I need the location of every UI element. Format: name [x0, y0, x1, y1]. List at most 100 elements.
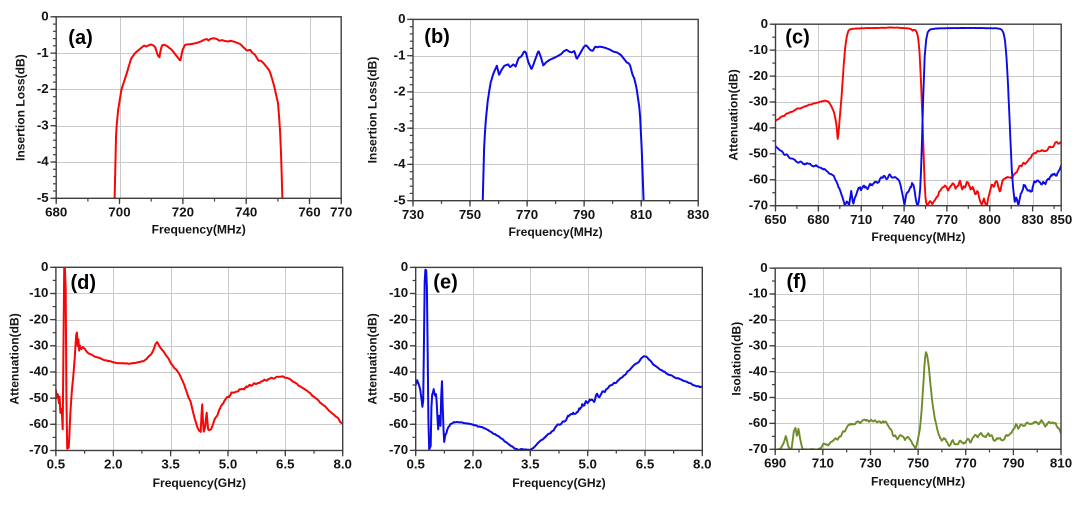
svg-text:770: 770: [516, 207, 538, 222]
svg-text:Insertion Loss(dB): Insertion Loss(dB): [14, 54, 28, 161]
svg-text:770: 770: [936, 212, 958, 227]
svg-text:-3: -3: [37, 117, 49, 132]
svg-text:-70: -70: [749, 197, 768, 212]
svg-text:740: 740: [893, 212, 915, 227]
svg-text:810: 810: [1050, 456, 1072, 471]
svg-text:0: 0: [760, 260, 767, 275]
svg-text:810: 810: [630, 207, 652, 222]
svg-text:770: 770: [955, 456, 977, 471]
svg-text:-30: -30: [389, 338, 408, 353]
svg-text:-10: -10: [389, 285, 408, 300]
svg-text:730: 730: [402, 207, 424, 222]
svg-text:-20: -20: [749, 68, 768, 83]
svg-text:800: 800: [979, 212, 1001, 227]
svg-text:8.0: 8.0: [693, 457, 712, 472]
svg-text:-4: -4: [394, 156, 406, 171]
svg-text:690: 690: [764, 456, 786, 471]
svg-text:730: 730: [859, 456, 881, 471]
svg-text:-2: -2: [394, 84, 406, 99]
svg-text:790: 790: [573, 207, 595, 222]
svg-text:Attenuation(dB): Attenuation(dB): [727, 69, 741, 160]
svg-text:0: 0: [761, 16, 768, 31]
svg-text:-30: -30: [29, 338, 48, 353]
svg-text:-40: -40: [748, 363, 767, 378]
svg-text:Frequency(GHz): Frequency(GHz): [153, 476, 246, 490]
svg-text:0.5: 0.5: [406, 457, 425, 472]
svg-text:-30: -30: [749, 94, 768, 109]
svg-text:650: 650: [764, 212, 786, 227]
svg-text:-60: -60: [749, 172, 768, 187]
svg-text:(f): (f): [787, 271, 807, 293]
svg-text:-2: -2: [37, 81, 49, 96]
svg-text:720: 720: [172, 205, 194, 220]
svg-text:-5: -5: [37, 190, 49, 205]
svg-text:(e): (e): [433, 271, 457, 293]
svg-text:3.5: 3.5: [161, 457, 180, 472]
svg-text:750: 750: [907, 456, 929, 471]
svg-text:0.5: 0.5: [47, 457, 66, 472]
svg-text:Frequency(GHz): Frequency(GHz): [512, 476, 605, 490]
svg-text:-20: -20: [748, 312, 767, 327]
svg-text:-40: -40: [29, 364, 48, 379]
svg-text:710: 710: [812, 456, 834, 471]
svg-text:-4: -4: [37, 154, 49, 169]
svg-text:(c): (c): [785, 26, 809, 48]
svg-text:830: 830: [1022, 212, 1044, 227]
svg-text:0: 0: [401, 259, 408, 274]
svg-text:710: 710: [850, 212, 872, 227]
svg-text:-40: -40: [749, 120, 768, 135]
svg-text:-10: -10: [748, 286, 767, 301]
svg-text:-50: -50: [749, 146, 768, 161]
svg-text:700: 700: [108, 205, 130, 220]
svg-text:5.0: 5.0: [219, 457, 238, 472]
svg-text:750: 750: [459, 207, 481, 222]
svg-text:830: 830: [687, 207, 709, 222]
svg-text:-50: -50: [389, 390, 408, 405]
svg-text:-40: -40: [389, 364, 408, 379]
svg-text:Attenuation(dB): Attenuation(dB): [8, 313, 22, 404]
svg-text:Isolation(dB): Isolation(dB): [729, 322, 743, 396]
svg-text:-3: -3: [394, 120, 406, 135]
svg-text:-60: -60: [389, 416, 408, 431]
svg-text:-10: -10: [29, 285, 48, 300]
svg-text:5.0: 5.0: [578, 457, 597, 472]
svg-text:Frequency(MHz): Frequency(MHz): [152, 223, 246, 237]
svg-text:6.5: 6.5: [636, 457, 655, 472]
svg-text:3.5: 3.5: [521, 457, 540, 472]
svg-text:-20: -20: [29, 311, 48, 326]
svg-text:0: 0: [398, 11, 405, 26]
svg-text:760: 760: [298, 205, 320, 220]
svg-text:740: 740: [235, 205, 257, 220]
svg-text:Frequency(MHz): Frequency(MHz): [871, 230, 965, 244]
svg-text:-1: -1: [394, 47, 406, 62]
svg-text:-1: -1: [37, 45, 49, 60]
svg-text:-10: -10: [749, 42, 768, 57]
svg-text:-70: -70: [748, 441, 767, 456]
svg-text:-5: -5: [394, 192, 406, 207]
svg-text:8.0: 8.0: [333, 457, 352, 472]
svg-text:680: 680: [807, 212, 829, 227]
svg-text:790: 790: [1002, 456, 1024, 471]
svg-text:(a): (a): [68, 27, 92, 49]
svg-text:(b): (b): [424, 26, 450, 48]
svg-text:-20: -20: [389, 311, 408, 326]
svg-text:6.5: 6.5: [276, 457, 295, 472]
svg-text:0: 0: [41, 259, 48, 274]
svg-text:680: 680: [45, 205, 67, 220]
svg-text:0: 0: [41, 9, 48, 24]
svg-text:Frequency(MHz): Frequency(MHz): [871, 475, 965, 489]
svg-text:-70: -70: [29, 442, 48, 457]
svg-text:-50: -50: [748, 389, 767, 404]
svg-text:-60: -60: [29, 416, 48, 431]
svg-text:Frequency(MHz): Frequency(MHz): [509, 225, 603, 239]
svg-text:Attenuation(dB): Attenuation(dB): [366, 313, 380, 404]
svg-text:850: 850: [1050, 212, 1072, 227]
svg-text:-50: -50: [29, 390, 48, 405]
svg-text:2.0: 2.0: [464, 457, 483, 472]
svg-text:770: 770: [330, 205, 352, 220]
svg-text:-30: -30: [748, 338, 767, 353]
svg-text:-70: -70: [389, 442, 408, 457]
svg-text:-60: -60: [748, 415, 767, 430]
svg-text:(d): (d): [71, 272, 97, 294]
svg-text:2.0: 2.0: [104, 457, 123, 472]
